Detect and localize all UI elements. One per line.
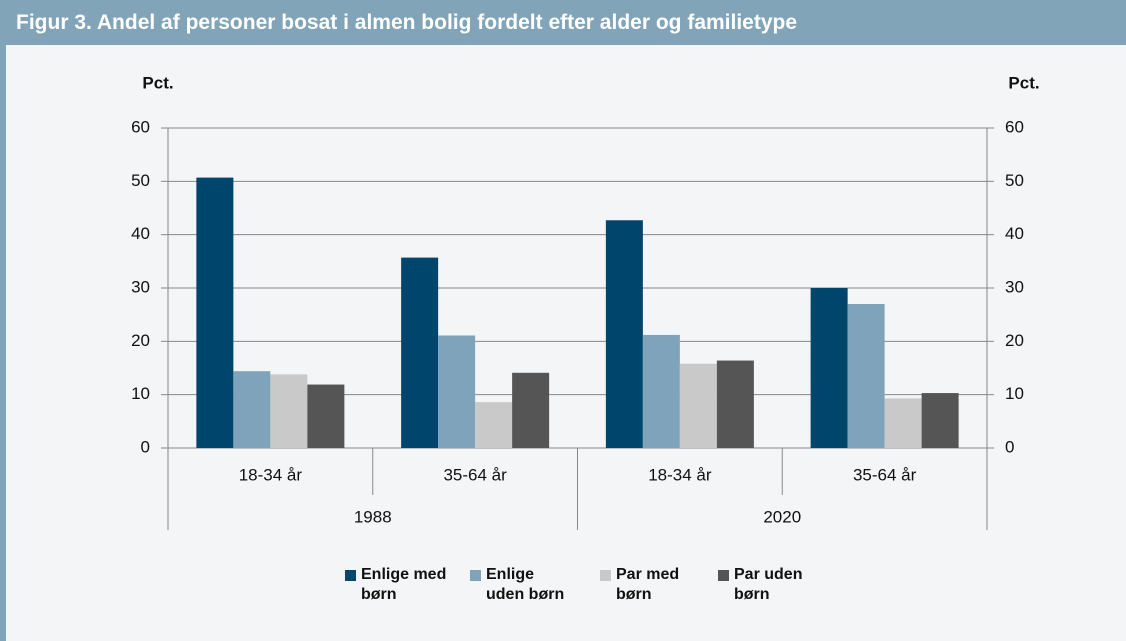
y2-tick-label: 30 bbox=[1005, 277, 1024, 296]
bar bbox=[512, 372, 550, 448]
x-tick-label: 35-64 år bbox=[443, 465, 507, 484]
y2-tick-label: 20 bbox=[1005, 331, 1024, 350]
legend-label: Par uden børn bbox=[734, 566, 803, 603]
y-tick-label: 10 bbox=[131, 384, 150, 403]
y-tick-label: 20 bbox=[131, 331, 150, 350]
legend-item: Enlige med børn bbox=[345, 565, 449, 605]
legend-swatch bbox=[470, 570, 481, 581]
bar bbox=[921, 393, 959, 448]
legend-label: Par med børn bbox=[616, 566, 680, 603]
x-tick-label: 35-64 år bbox=[853, 465, 917, 484]
legend-item: Par med børn bbox=[600, 565, 704, 605]
y2-tick-label: 0 bbox=[1005, 437, 1014, 456]
bar bbox=[716, 360, 754, 448]
x-tick-label: 18-34 år bbox=[648, 465, 712, 484]
bar bbox=[233, 371, 271, 448]
bar bbox=[475, 402, 513, 448]
legend-label: Enlige uden børn bbox=[486, 566, 565, 603]
y-tick-label: 40 bbox=[131, 224, 150, 243]
legend-swatch bbox=[600, 570, 611, 581]
bar bbox=[679, 363, 717, 448]
y2-tick-label: 40 bbox=[1005, 224, 1024, 243]
bar bbox=[605, 220, 643, 448]
legend-swatch bbox=[718, 570, 729, 581]
legend-item: Par uden børn bbox=[718, 565, 822, 605]
y2-axis-label: Pct. bbox=[1008, 73, 1039, 92]
y2-tick-label: 10 bbox=[1005, 384, 1024, 403]
x-tick-label: 18-34 år bbox=[239, 465, 303, 484]
side-strip bbox=[0, 45, 6, 641]
y-tick-label: 0 bbox=[141, 437, 150, 456]
y-tick-label: 30 bbox=[131, 277, 150, 296]
bar bbox=[307, 384, 345, 448]
y2-tick-label: 50 bbox=[1005, 171, 1024, 190]
bar bbox=[401, 257, 439, 448]
legend: Enlige med børn Enlige uden børn Par med b… bbox=[0, 565, 1126, 625]
legend-swatch bbox=[345, 570, 356, 581]
bar bbox=[196, 177, 234, 448]
y-tick-label: 60 bbox=[131, 117, 150, 136]
bar bbox=[884, 398, 922, 448]
legend-item: Enlige uden børn bbox=[470, 565, 574, 605]
bar bbox=[270, 374, 308, 448]
bar bbox=[847, 304, 885, 448]
bar bbox=[642, 334, 680, 448]
bar bbox=[810, 288, 848, 448]
y-axis-label: Pct. bbox=[142, 73, 173, 92]
y2-tick-label: 60 bbox=[1005, 117, 1024, 136]
x-group-label: 2020 bbox=[763, 507, 801, 526]
x-group-label: 1988 bbox=[354, 507, 392, 526]
bar bbox=[438, 335, 476, 448]
legend-label: Enlige med børn bbox=[361, 566, 447, 603]
chart-title: Figur 3. Andel af personer bosat i almen… bbox=[0, 0, 1126, 45]
y-tick-label: 50 bbox=[131, 171, 150, 190]
